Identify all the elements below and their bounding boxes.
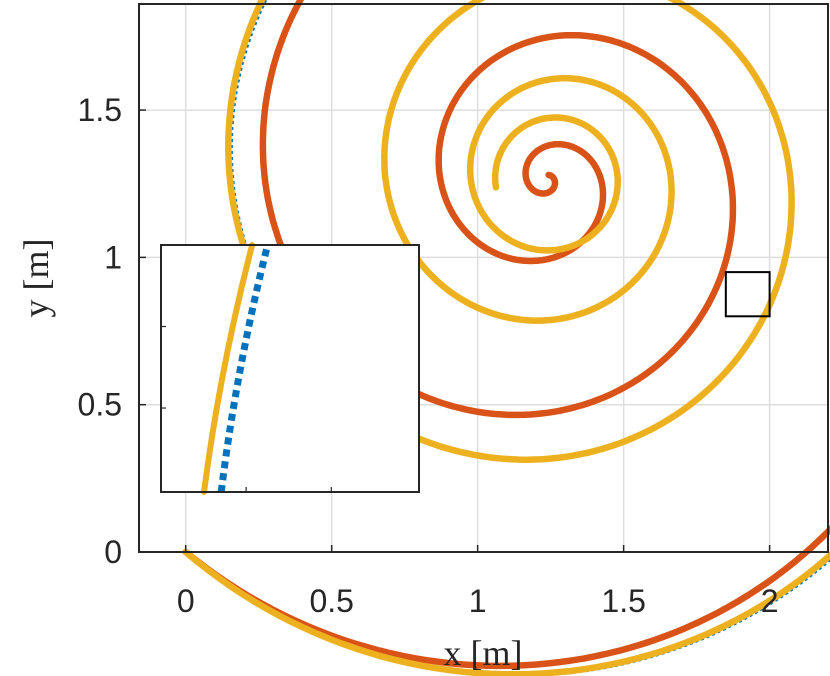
x-axis-label: x [m] (444, 633, 523, 673)
y-tick-label: 1 (104, 239, 122, 275)
series-line-blue (188, 0, 830, 676)
y-tick-label: 0 (104, 534, 122, 570)
series-line-red (182, 0, 830, 670)
inset-background (161, 245, 419, 492)
zoom-box (724, 271, 771, 318)
y-axis-label: y [m] (16, 239, 56, 318)
x-tick-label: 2 (761, 583, 779, 619)
y-tick-labels: 0 0.5 1 1.5 (78, 92, 146, 570)
axes-frame (138, 3, 829, 553)
x-tick-labels: 0 0.5 1 1.5 2 (177, 545, 779, 619)
inset-series-blue (217, 244, 272, 493)
x-tick-label: 1 (469, 583, 487, 619)
inset-series-yellow (201, 242, 256, 495)
y-tick-label: 1.5 (78, 92, 122, 128)
inset-frame (160, 244, 420, 493)
x-tick-label: 0.5 (309, 583, 353, 619)
x-tick-label: 1.5 (601, 583, 645, 619)
y-tick-label: 0.5 (78, 387, 122, 423)
x-tick-label: 0 (177, 583, 195, 619)
zoom-inset (160, 242, 420, 495)
